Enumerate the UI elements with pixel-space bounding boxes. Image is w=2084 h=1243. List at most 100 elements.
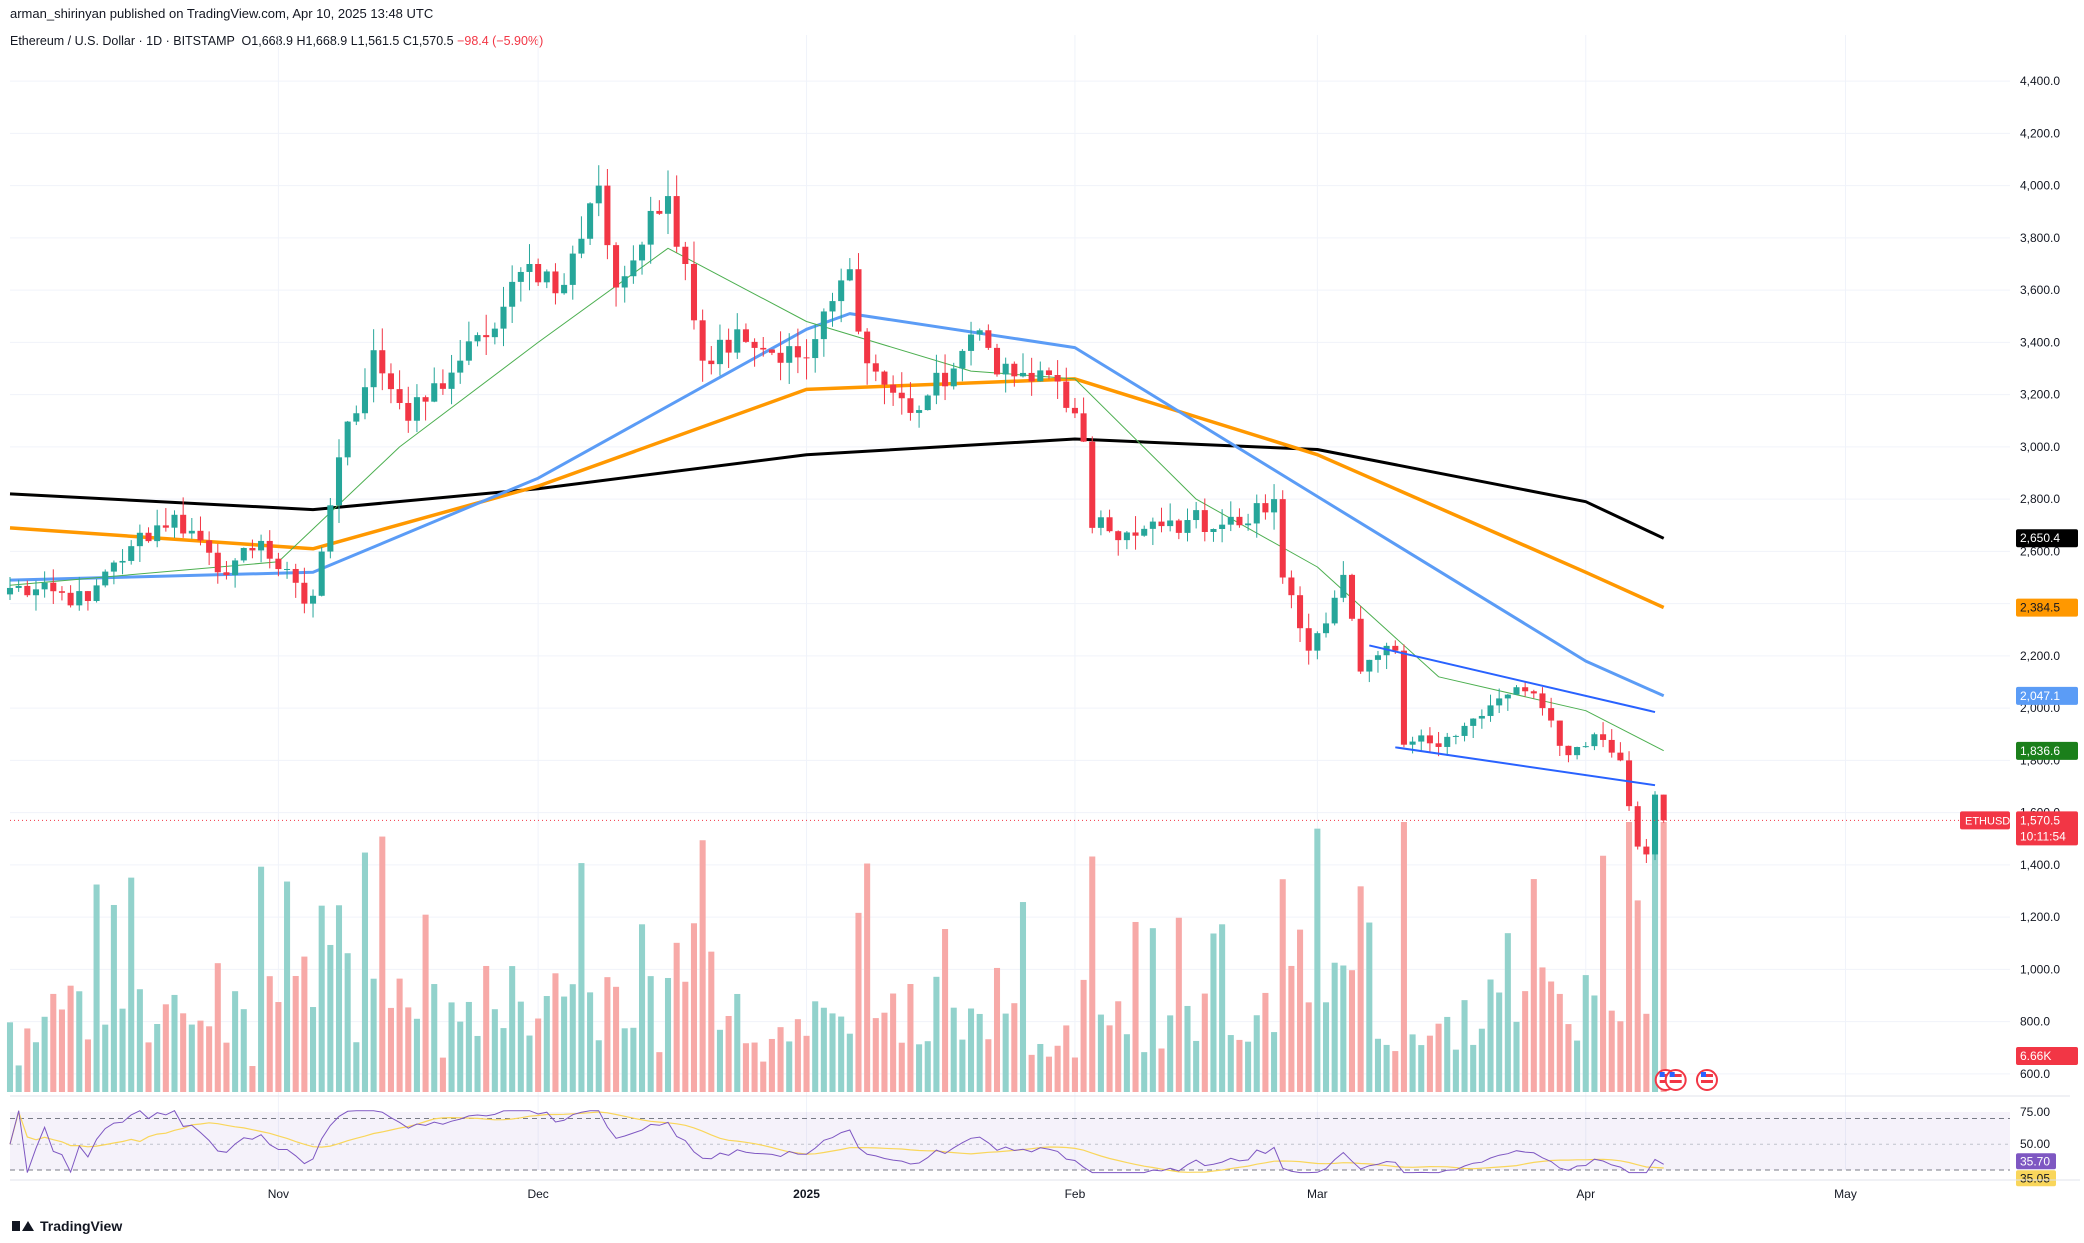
candle	[128, 540, 135, 565]
volume-bar	[1227, 1035, 1234, 1092]
candle	[526, 244, 533, 291]
volume-bar	[1123, 1034, 1130, 1092]
volume-bar	[1582, 975, 1589, 1092]
volume-bar	[820, 1007, 827, 1092]
volume-bar	[838, 1016, 845, 1092]
candle	[1106, 509, 1113, 533]
candle-body	[232, 560, 239, 576]
us-event-icon-canton	[1669, 1072, 1675, 1077]
candle	[1504, 694, 1511, 711]
candle-body	[1314, 633, 1321, 651]
volume-bar	[15, 1065, 22, 1092]
candle-body	[102, 571, 109, 586]
candle-body	[266, 540, 273, 559]
candle	[1019, 353, 1027, 378]
volume-bar	[1071, 1057, 1078, 1092]
volume-bar	[439, 1057, 446, 1092]
price-axis-label: 3,400.0	[2020, 335, 2060, 349]
volume-bar	[1504, 933, 1511, 1092]
candle-body	[595, 185, 602, 204]
candle-body	[1210, 529, 1217, 533]
volume-bar	[318, 905, 325, 1092]
candle	[405, 386, 412, 433]
candle	[639, 241, 646, 275]
candle	[1348, 573, 1356, 621]
candle-body	[1651, 794, 1659, 855]
candle	[751, 338, 758, 367]
price-axis-label: 1,400.0	[2020, 858, 2060, 872]
volume-bar	[483, 965, 490, 1092]
rsi-value: 35.70	[2020, 1154, 2050, 1168]
candle-body	[1374, 655, 1381, 660]
candle	[84, 590, 91, 611]
candle	[794, 328, 801, 374]
candle	[1600, 722, 1607, 748]
candle-body	[716, 339, 723, 365]
candle	[41, 571, 48, 598]
candle	[1478, 709, 1485, 729]
candle	[119, 549, 126, 575]
candle-body	[855, 269, 862, 332]
candle-body	[370, 350, 377, 388]
candle	[1141, 525, 1148, 537]
candle-body	[1236, 516, 1243, 526]
volume-bar	[41, 1016, 48, 1092]
candle-body	[829, 301, 836, 312]
candle-body	[396, 389, 403, 403]
ma-200-badge-bg	[2016, 529, 2078, 548]
candle-body	[968, 334, 975, 351]
volume-bar	[1496, 992, 1503, 1092]
candle-body	[1634, 806, 1641, 847]
candle-body	[1253, 503, 1260, 524]
volume-bar	[1478, 1028, 1485, 1092]
volume-bar	[1383, 1044, 1390, 1092]
candle-body	[1106, 517, 1113, 532]
volume-bar	[1400, 822, 1407, 1092]
volume-bar	[1253, 1015, 1260, 1092]
tradingview-logo[interactable]: TradingView	[12, 1218, 122, 1234]
candle-body	[67, 592, 74, 606]
ma-100-badge-bg	[2016, 598, 2078, 617]
volume-bar	[690, 923, 698, 1092]
volume-bar	[1348, 970, 1356, 1092]
ma-20-badge-bg	[2016, 741, 2078, 760]
candle-body	[578, 238, 585, 254]
candle-body	[1297, 595, 1304, 629]
volume-bar	[1271, 1032, 1278, 1092]
volume-bar	[180, 1013, 187, 1092]
volume-bar	[1392, 1051, 1399, 1092]
candle-body	[1383, 645, 1390, 656]
candle	[1184, 508, 1191, 542]
candle-body	[933, 372, 940, 396]
volume-bar	[128, 877, 135, 1092]
volume-bar	[1340, 965, 1347, 1092]
volume-bar	[777, 1027, 784, 1092]
candle-body	[1322, 623, 1330, 634]
volume-bar	[708, 951, 715, 1092]
volume-bar	[976, 1013, 983, 1092]
candle-body	[1660, 794, 1667, 821]
change-value: −98.4 (−5.90%)	[457, 34, 544, 48]
volume-bar	[93, 884, 100, 1092]
volume-bar	[742, 1043, 749, 1092]
candle-body	[344, 421, 351, 458]
time-axis-label: Feb	[1065, 1187, 1086, 1201]
candle	[595, 165, 602, 217]
volume-bar	[396, 978, 403, 1092]
volume-bar	[621, 1028, 628, 1092]
candle	[898, 372, 905, 415]
candle-body	[1028, 372, 1035, 382]
volume-bar	[595, 1040, 602, 1092]
candle	[1253, 494, 1260, 538]
ma-20-line	[9, 247, 1664, 752]
volume-bar	[1634, 900, 1641, 1092]
us-event-icon	[1664, 1069, 1687, 1091]
volume-bar	[1201, 993, 1208, 1092]
candle-body	[1089, 441, 1096, 528]
volume-bar	[907, 984, 914, 1092]
candle-body	[1626, 760, 1633, 807]
symbol-title[interactable]: Ethereum / U.S. Dollar · 1D · BITSTAMP	[10, 34, 235, 48]
candle	[1357, 606, 1364, 674]
candle-body	[1080, 413, 1087, 442]
